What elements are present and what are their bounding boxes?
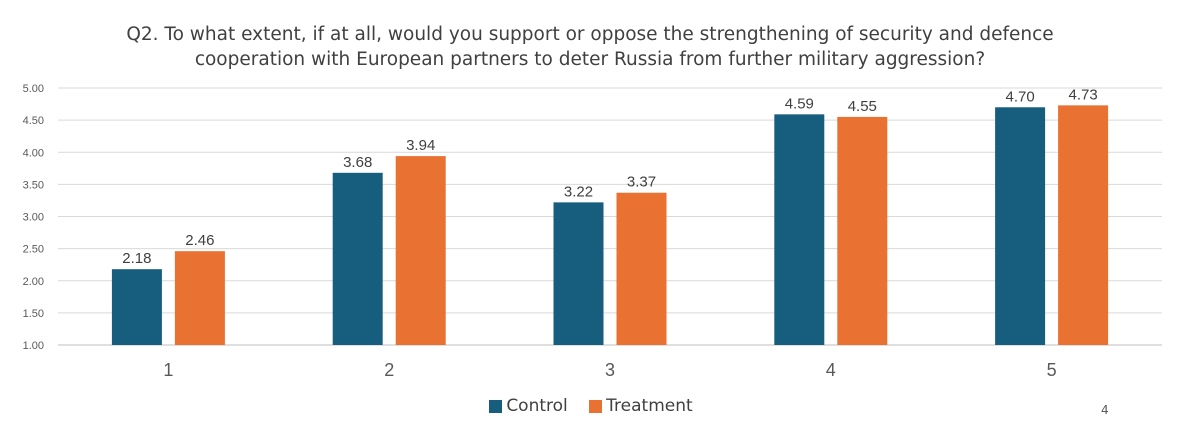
bar-control-1: [111, 269, 162, 345]
data-label: 3.37: [627, 174, 656, 191]
bar-treatment-3: [616, 192, 667, 345]
bar-control-3: [553, 202, 604, 345]
legend-swatch-treatment: [589, 399, 603, 413]
chart-legend: Control Treatment: [0, 396, 1182, 418]
y-tick-label: 1.50: [23, 308, 44, 320]
chart-title-line-1: Q2. To what extent, if at all, would you…: [126, 24, 1054, 45]
legend-label-treatment: Treatment: [606, 396, 693, 416]
x-tick-label: 3: [605, 360, 615, 380]
data-label: 3.22: [564, 183, 593, 200]
data-label: 4.59: [785, 95, 814, 112]
x-tick-label: 1: [163, 360, 173, 380]
legend-item-control: Control: [489, 396, 568, 416]
x-tick-label: 2: [384, 360, 394, 380]
data-label: 3.94: [406, 137, 435, 154]
bar-treatment-5: [1058, 105, 1109, 345]
data-label: 4.70: [1005, 88, 1034, 105]
data-label: 2.18: [122, 250, 151, 267]
y-tick-label: 5.00: [23, 83, 44, 95]
x-tick-label: 5: [1047, 360, 1057, 380]
y-tick-label: 2.00: [23, 276, 44, 288]
data-label: 3.68: [343, 154, 372, 171]
bar-treatment-2: [395, 156, 446, 345]
legend-swatch-control: [489, 399, 503, 413]
legend-item-treatment: Treatment: [589, 396, 693, 416]
data-label: 2.46: [185, 232, 214, 249]
bar-treatment-1: [174, 251, 225, 345]
chart-title: Q2. To what extent, if at all, would you…: [60, 22, 1120, 72]
page-number: 4: [1101, 403, 1109, 417]
bar-control-4: [774, 114, 825, 345]
legend-label-control: Control: [506, 396, 568, 416]
x-tick-label: 4: [826, 360, 836, 380]
chart-title-line-2: cooperation with European partners to de…: [194, 49, 986, 70]
y-tick-label: 3.50: [23, 179, 44, 191]
bar-control-5: [995, 107, 1046, 346]
y-tick-label: 1.00: [23, 340, 44, 352]
y-tick-label: 3.00: [23, 212, 44, 224]
data-label: 4.73: [1068, 86, 1097, 103]
y-tick-label: 4.00: [23, 147, 44, 159]
y-tick-label: 4.50: [23, 115, 44, 127]
bar-control-2: [332, 172, 383, 345]
bar-treatment-4: [837, 116, 888, 345]
data-label: 4.55: [848, 98, 877, 115]
y-tick-label: 2.50: [23, 244, 44, 256]
